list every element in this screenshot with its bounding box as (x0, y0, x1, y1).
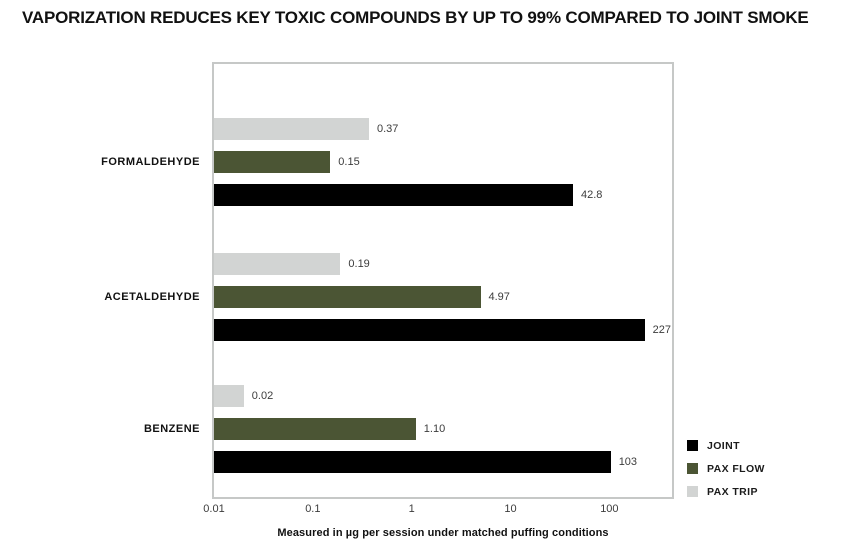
bar-row-joint-benzene: 103 (214, 451, 637, 473)
legend-item-joint: JOINT (687, 439, 765, 452)
bar-pax-trip-acetaldehyde (214, 253, 341, 275)
category-label-acetaldehyde: ACETALDEHYDE (104, 291, 200, 303)
bar-joint-acetaldehyde (214, 319, 645, 341)
category-label-formaldehyde: FORMALDEHYDE (101, 156, 200, 168)
bar-value-pax-flow-benzene: 1.10 (423, 423, 446, 435)
bar-value-pax-flow-acetaldehyde: 4.97 (488, 291, 510, 303)
bar-row-pax-flow-benzene: 1.10 (214, 418, 637, 440)
legend-item-pax-flow: PAX FLOW (687, 462, 765, 475)
bar-pax-flow-benzene (214, 418, 416, 440)
legend-swatch-joint (687, 440, 698, 451)
bar-group-acetaldehyde: 0.19 4.97 227 (214, 253, 671, 352)
bar-pax-flow-formaldehyde (214, 151, 331, 173)
bar-value-pax-trip-formaldehyde: 0.37 (377, 123, 399, 135)
category-label-benzene: BENZENE (143, 423, 200, 435)
legend-label-pax-trip: PAX TRIP (707, 485, 758, 498)
bar-row-pax-trip-benzene: 0.02 (214, 385, 637, 407)
bar-group-benzene: 0.02 1.10 103 (214, 385, 637, 484)
chart-title: VAPORIZATION REDUCES KEY TOXIC COMPOUNDS… (22, 8, 809, 27)
bar-group-formaldehyde: 0.37 0.15 42.8 (214, 118, 602, 217)
bar-pax-trip-formaldehyde (214, 118, 369, 140)
legend-label-joint: JOINT (707, 439, 740, 452)
x-tick-label-100: 100 (600, 503, 619, 515)
bar-value-joint-benzene: 103 (618, 456, 638, 468)
legend-item-pax-trip: PAX TRIP (687, 485, 765, 498)
bar-row-pax-trip-formaldehyde: 0.37 (214, 118, 602, 140)
bar-pax-trip-benzene (214, 385, 244, 407)
x-tick-label-1: 1 (408, 503, 415, 515)
bar-row-joint-acetaldehyde: 227 (214, 319, 671, 341)
bar-joint-formaldehyde (214, 184, 573, 206)
x-axis-caption: Measured in µg per session under matched… (277, 527, 609, 539)
legend-label-pax-flow: PAX FLOW (707, 462, 765, 475)
bar-value-pax-trip-benzene: 0.02 (251, 390, 274, 402)
bar-row-pax-flow-acetaldehyde: 4.97 (214, 286, 671, 308)
x-tick-label-0_1: 0.1 (305, 503, 321, 515)
bar-joint-benzene (214, 451, 611, 473)
legend-swatch-pax-trip (687, 486, 698, 497)
x-tick-label-10: 10 (504, 503, 517, 515)
bar-value-joint-acetaldehyde: 227 (652, 324, 671, 336)
legend-swatch-pax-flow (687, 463, 698, 474)
bar-row-joint-formaldehyde: 42.8 (214, 184, 602, 206)
bar-pax-flow-acetaldehyde (214, 286, 481, 308)
bar-row-pax-flow-formaldehyde: 0.15 (214, 151, 602, 173)
x-tick-label-0_01: 0.01 (203, 503, 225, 515)
bar-value-pax-flow-formaldehyde: 0.15 (338, 156, 360, 168)
legend: JOINT PAX FLOW PAX TRIP (687, 440, 765, 509)
bar-value-pax-trip-acetaldehyde: 0.19 (348, 258, 370, 270)
bar-row-pax-trip-acetaldehyde: 0.19 (214, 253, 671, 275)
bar-value-joint-formaldehyde: 42.8 (581, 189, 603, 201)
plot-area: 0.37 0.15 42.8 0.19 4.97 227 0.02 1.10 103 (212, 62, 674, 499)
